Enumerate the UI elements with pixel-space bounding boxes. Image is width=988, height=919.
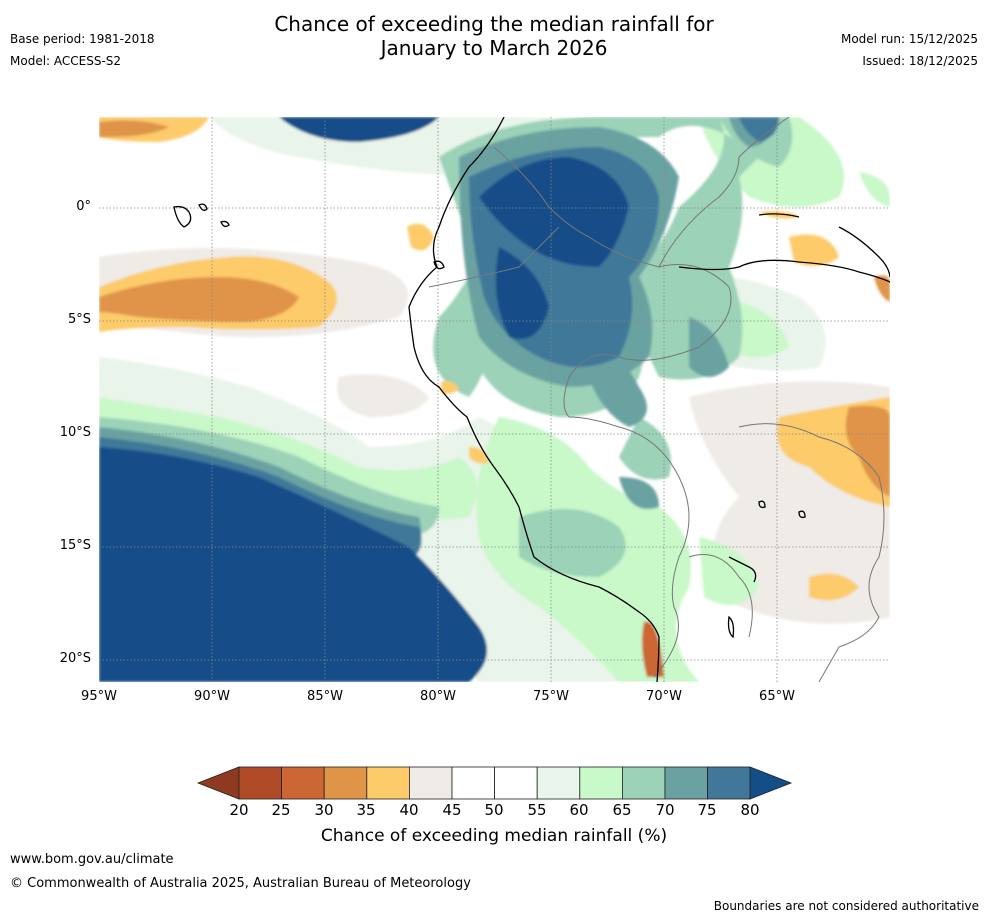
base-period: Base period: 1981-2018 (10, 32, 155, 46)
cbar-tick-35: 35 (356, 801, 376, 819)
disclaimer: Boundaries are not considered authoritat… (713, 899, 979, 913)
colorbar-cell-20 (238, 766, 282, 800)
lon-label-85w: 85°W (307, 689, 343, 704)
colorbar-cell-55 (536, 766, 581, 800)
colorbar-cells (238, 766, 751, 800)
map-title: Chance of exceeding the median rainfall … (0, 12, 988, 60)
colorbar-cell-35 (366, 766, 410, 800)
colorbar-cell-40 (408, 766, 453, 800)
cbar-tick-50: 50 (484, 801, 504, 819)
colorbar-cell-75 (707, 766, 751, 800)
lon-label-65w: 65°W (759, 689, 795, 704)
cbar-tick-80: 80 (740, 801, 760, 819)
colorbar-cell-60 (579, 766, 623, 800)
cbar-tick-25: 25 (271, 801, 291, 819)
title-line-1: Chance of exceeding the median rainfall … (274, 12, 714, 36)
cbar-tick-30: 30 (314, 801, 334, 819)
colorbar-cell-65 (621, 766, 666, 800)
cbar-tick-60: 60 (569, 801, 589, 819)
lat-label-15s: 15°S (59, 538, 91, 553)
model-run: Model run: 15/12/2025 (840, 32, 978, 46)
cbar-tick-20: 20 (229, 801, 249, 819)
issued-date: Issued: 18/12/2025 (862, 54, 978, 68)
cbar-tick-75: 75 (697, 801, 717, 819)
lon-label-70w: 70°W (646, 689, 682, 704)
colorbar (196, 766, 793, 800)
lat-label-5s: 5°S (67, 312, 91, 327)
cbar-tick-55: 55 (527, 801, 547, 819)
colorbar-cell-25 (281, 766, 325, 800)
lat-label-10s: 10°S (59, 425, 91, 440)
colorbar-arrow-high (749, 766, 793, 800)
website-link[interactable]: www.bom.gov.au/climate (10, 852, 174, 867)
copyright: © Commonwealth of Australia 2025, Austra… (10, 876, 471, 891)
meta-right: Model run: 15/12/2025 Issued: 18/12/2025 (841, 32, 978, 76)
rainfall-map (99, 117, 890, 682)
lat-label-0: 0° (76, 199, 91, 214)
cbar-tick-40: 40 (399, 801, 419, 819)
colorbar-cell-45 (451, 766, 495, 800)
graticule (99, 117, 890, 682)
lon-label-75w: 75°W (533, 689, 569, 704)
cbar-tick-70: 70 (655, 801, 675, 819)
lon-label-80w: 80°W (420, 689, 456, 704)
map-svg (99, 117, 890, 682)
lon-label-90w: 90°W (194, 689, 230, 704)
title-line-2: January to March 2026 (380, 36, 608, 60)
country-borders (428, 117, 885, 682)
cbar-tick-45: 45 (442, 801, 462, 819)
coastline (173, 117, 890, 682)
model-name: Model: ACCESS-S2 (10, 54, 122, 68)
colorbar-arrow-low (196, 766, 240, 800)
colorbar-title: Chance of exceeding median rainfall (%) (320, 826, 668, 846)
cbar-tick-65: 65 (612, 801, 632, 819)
meta-left: Base period: 1981-2018 Model: ACCESS-S2 (10, 32, 155, 76)
lon-label-95w: 95°W (81, 689, 117, 704)
colorbar-cell-50 (494, 766, 538, 800)
colorbar-cell-70 (664, 766, 708, 800)
lat-label-20s: 20°S (59, 651, 91, 666)
colorbar-cell-30 (323, 766, 368, 800)
